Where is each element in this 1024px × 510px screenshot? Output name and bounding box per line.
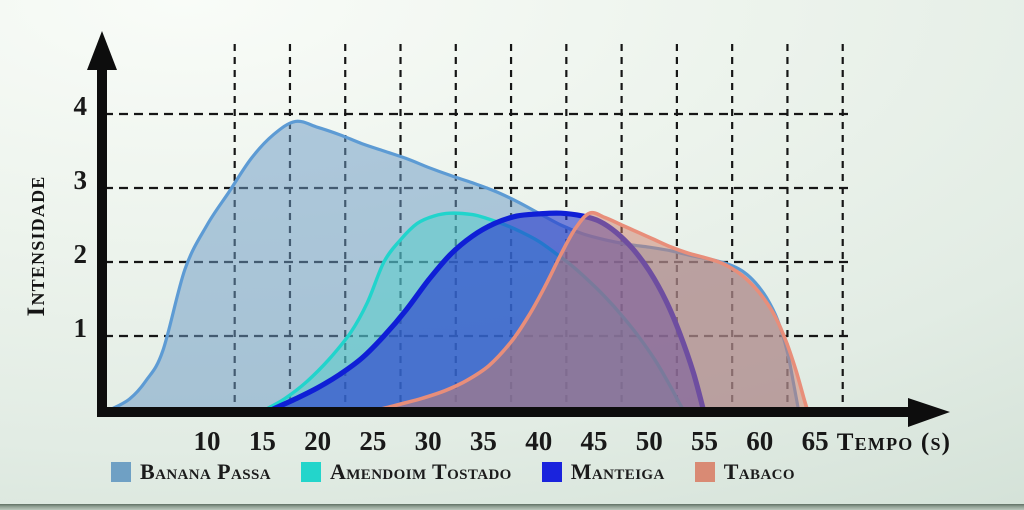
y-tick-labels: 1 2 3 4 (74, 91, 88, 343)
x-tick-label: 40 (525, 426, 552, 456)
legend-swatch-manteiga (541, 462, 562, 482)
legend-item-manteiga: Manteiga (541, 459, 665, 485)
line-banana-passa (108, 119, 801, 412)
legend: Banana Passa Amendoim Tostado Manteiga Taba… (0, 459, 1024, 485)
x-tick-label: 55 (691, 426, 718, 456)
x-tick-label: 45 (580, 426, 607, 456)
y-tick-label: 3 (74, 165, 88, 195)
y-tick-label: 1 (74, 313, 88, 343)
legend-swatch-tabaco (694, 462, 715, 482)
y-tick-label: 4 (74, 91, 88, 121)
x-axis-arrowhead (908, 398, 950, 427)
legend-label: Banana Passa (140, 459, 271, 484)
y-tick-label: 2 (74, 239, 88, 269)
x-tick-label: 15 (249, 426, 276, 456)
legend-item-tabaco: Tabaco (694, 459, 795, 485)
x-tick-label: 65 (802, 426, 829, 456)
x-axis-line (97, 407, 912, 417)
legend-item-amendoim-tostado: Amendoim Tostado (300, 459, 512, 485)
y-axis-arrowhead (87, 31, 117, 70)
x-tick-label: 35 (470, 426, 497, 456)
x-tick-label: 60 (746, 426, 773, 456)
legend-label: Amendoim Tostado (329, 459, 512, 484)
y-axis-line (97, 60, 107, 414)
line-tabaco (375, 210, 810, 412)
legend-swatch-amendoim-tostado (300, 462, 321, 482)
series-layer (108, 119, 810, 413)
x-tick-label: 30 (415, 426, 442, 456)
x-axis-title: Tempo (s) (837, 429, 951, 456)
legend-label: Tabaco (723, 459, 795, 484)
legend-swatch-banana-passa (111, 462, 132, 482)
area-tabaco (377, 212, 808, 410)
x-tick-label: 25 (359, 426, 386, 456)
x-tick-label: 10 (194, 426, 221, 456)
x-tick-label: 50 (636, 426, 663, 456)
x-tick-labels: 10 15 20 25 30 35 40 45 50 55 60 65 (194, 426, 829, 456)
x-tick-label: 20 (304, 426, 331, 456)
axes (87, 31, 950, 427)
legend-item-banana-passa: Banana Passa (111, 459, 271, 485)
legend-label: Manteiga (570, 459, 665, 484)
y-axis-title: Intensidade (23, 176, 50, 317)
bottom-edge-shadow (0, 504, 1024, 510)
